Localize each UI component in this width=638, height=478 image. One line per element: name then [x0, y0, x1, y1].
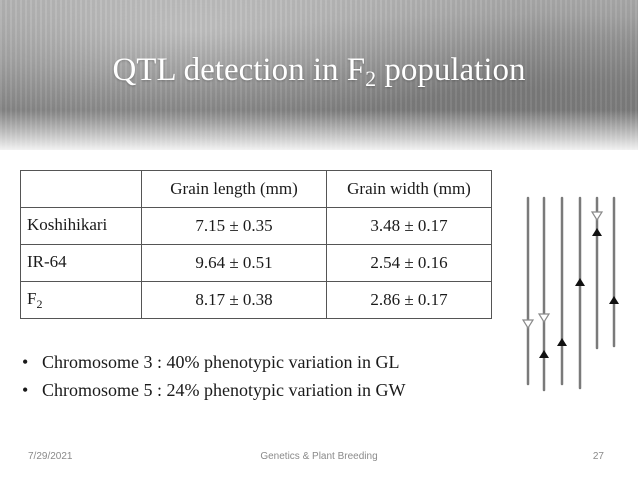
row-label-text: F [27, 288, 37, 308]
row-label: F2 [20, 281, 142, 319]
bullet-symbol: • [22, 380, 29, 400]
cell-grain-width: 3.48 ± 0.17 [326, 207, 492, 245]
cell-grain-width: 2.86 ± 0.17 [326, 281, 492, 319]
row-label-text: Koshihikari [27, 214, 108, 234]
row-label: IR-64 [20, 244, 142, 282]
table-row: Koshihikari 7.15 ± 0.35 3.48 ± 0.17 [20, 207, 492, 245]
open-marker-icon [537, 313, 551, 324]
row-label-sub: 2 [36, 296, 43, 311]
open-marker-icon [590, 211, 604, 222]
list-item: • Chromosome 5 : 24% phenotypic variation… [22, 376, 405, 404]
filled-marker-icon [592, 228, 602, 236]
header-grain-width: Grain width (mm) [326, 170, 492, 208]
open-marker-icon [521, 319, 535, 330]
filled-marker-icon [557, 338, 567, 346]
list-item: • Chromosome 3 : 40% phenotypic variation… [22, 348, 405, 376]
filled-marker-icon [609, 296, 619, 304]
bullet-text: Chromosome 5 : 24% phenotypic variation … [42, 380, 406, 400]
row-label: Koshihikari [20, 207, 142, 245]
table-row: IR-64 9.64 ± 0.51 2.54 ± 0.16 [20, 244, 492, 282]
row-label-text: IR-64 [27, 251, 67, 271]
table-header-row: Grain length (mm) Grain width (mm) [20, 170, 492, 208]
bullet-list: • Chromosome 3 : 40% phenotypic variation… [22, 348, 405, 404]
footer-date: 7/29/2021 [28, 451, 73, 462]
chromosome-diagram-icon [521, 196, 619, 392]
title-banner [0, 0, 638, 150]
cell-grain-length: 8.17 ± 0.38 [141, 281, 327, 319]
title-subscript: 2 [365, 66, 377, 91]
table-row: F2 8.17 ± 0.38 2.86 ± 0.17 [20, 281, 492, 319]
bullet-text: Chromosome 3 : 40% phenotypic variation … [42, 352, 400, 372]
title-main: QTL detection in F [112, 52, 366, 88]
cell-grain-length: 7.15 ± 0.35 [141, 207, 327, 245]
bullet-symbol: • [22, 352, 29, 372]
cell-grain-length: 9.64 ± 0.51 [141, 244, 327, 282]
title-tail: population [376, 52, 526, 88]
table-corner-cell [20, 170, 142, 208]
page-number: 27 [592, 451, 604, 462]
grain-table: Grain length (mm) Grain width (mm) Koshi… [20, 170, 492, 319]
filled-marker-icon [575, 278, 585, 286]
header-grain-length: Grain length (mm) [141, 170, 327, 208]
filled-marker-icon [539, 350, 549, 358]
banner-fade [0, 110, 638, 150]
cell-grain-width: 2.54 ± 0.16 [326, 244, 492, 282]
footer-center: Genetics & Plant Breeding [260, 451, 378, 462]
slide-title: QTL detection in F2 population [0, 52, 638, 92]
